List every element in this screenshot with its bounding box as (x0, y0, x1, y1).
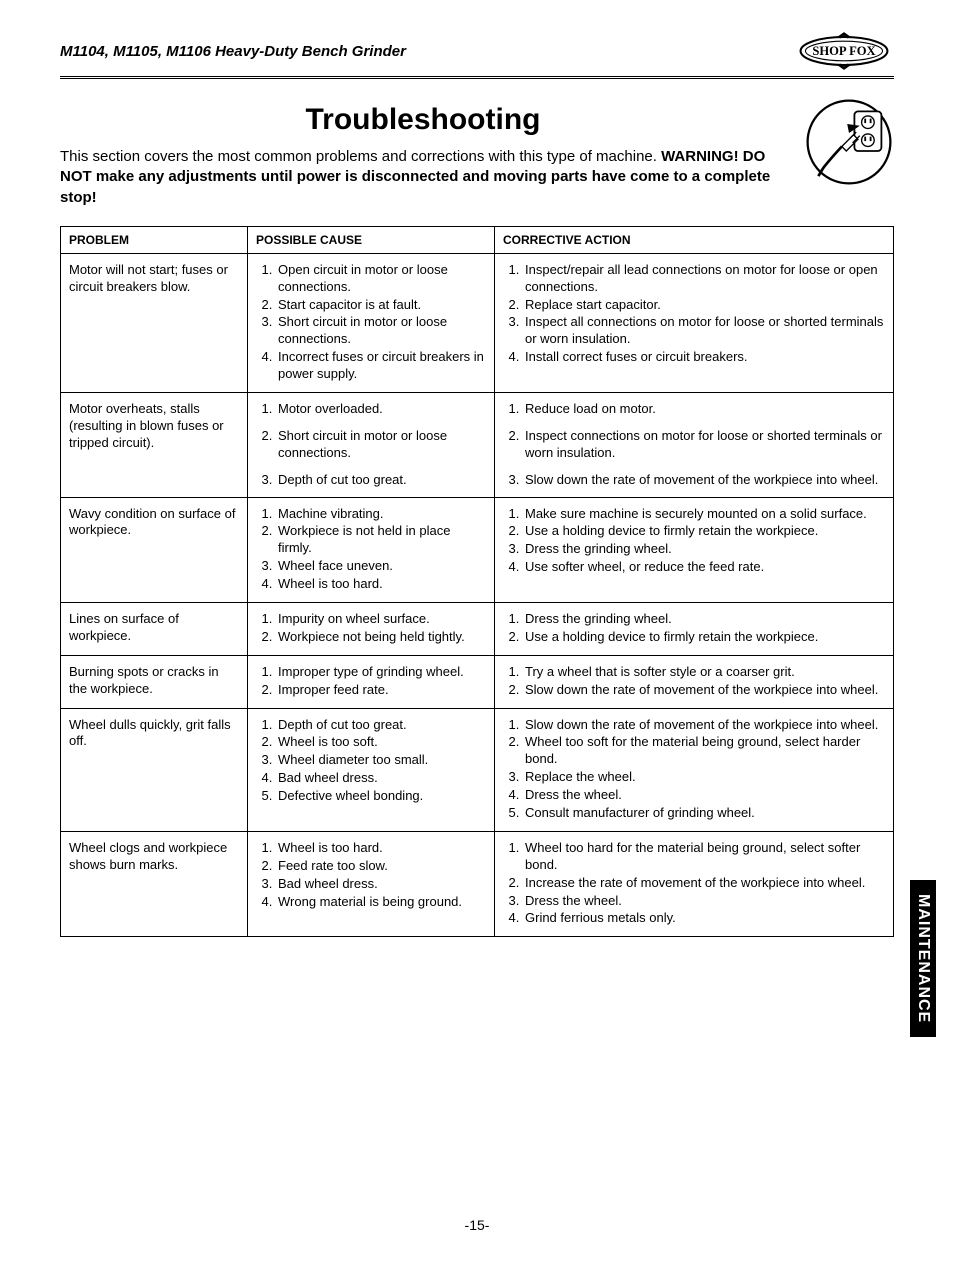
cause-item: Defective wheel bonding. (276, 788, 486, 805)
action-cell: Reduce load on motor. Inspect connections… (495, 392, 894, 497)
page: M1104, M1105, M1106 Heavy-Duty Bench Gri… (0, 0, 954, 1273)
cause-item: Wheel diameter too small. (276, 752, 486, 769)
cause-item: Start capacitor is at fault. (276, 297, 486, 314)
table-row: Wavy condition on surface of workpiece.M… (61, 497, 894, 602)
cause-cell: Motor overloaded. Short circuit in motor … (248, 392, 495, 497)
action-item: Slow down the rate of movement of the wo… (523, 717, 885, 734)
cause-item: Machine vibrating. (276, 506, 486, 523)
col-header-action: CORRECTIVE ACTION (495, 226, 894, 253)
action-cell: Slow down the rate of movement of the wo… (495, 708, 894, 831)
action-item: Replace the wheel. (523, 769, 885, 786)
action-item: Install correct fuses or circuit breaker… (523, 349, 885, 366)
table-row: Wheel dulls quickly, grit falls off.Dept… (61, 708, 894, 831)
cause-cell: Open circuit in motor or loose connectio… (248, 253, 495, 392)
action-item: Try a wheel that is softer style or a co… (523, 664, 885, 681)
action-item: Wheel too soft for the material being gr… (523, 734, 885, 768)
action-item: Inspect connections on motor for loose o… (523, 428, 885, 462)
action-item: Slow down the rate of movement of the wo… (523, 682, 885, 699)
cause-item: Incorrect fuses or circuit breakers in p… (276, 349, 486, 383)
problem-cell: Wheel dulls quickly, grit falls off. (61, 708, 248, 831)
doc-title: M1104, M1105, M1106 Heavy-Duty Bench Gri… (60, 43, 406, 60)
cause-item: Wheel face uneven. (276, 558, 486, 575)
table-row: Lines on surface of workpiece.Impurity o… (61, 603, 894, 656)
action-item: Use a holding device to firmly retain th… (523, 523, 885, 540)
cause-item: Wheel is too soft. (276, 734, 486, 751)
col-header-cause: POSSIBLE CAUSE (248, 226, 495, 253)
cause-item: Impurity on wheel surface. (276, 611, 486, 628)
table-row: Motor will not start; fuses or circuit b… (61, 253, 894, 392)
action-item: Use softer wheel, or reduce the feed rat… (523, 559, 885, 576)
col-header-problem: PROBLEM (61, 226, 248, 253)
action-item: Reduce load on motor. (523, 401, 885, 418)
cause-item: Improper type of grinding wheel. (276, 664, 486, 681)
page-title: Troubleshooting (60, 103, 786, 137)
action-item: Dress the grinding wheel. (523, 611, 885, 628)
action-item: Wheel too hard for the material being gr… (523, 840, 885, 874)
cause-item: Wrong material is being ground. (276, 894, 486, 911)
action-item: Dress the wheel. (523, 787, 885, 804)
intro-row: Troubleshooting This section covers the … (60, 97, 894, 226)
problem-cell: Wavy condition on surface of workpiece. (61, 497, 248, 602)
cause-item: Bad wheel dress. (276, 876, 486, 893)
intro-lead: This section covers the most common prob… (60, 148, 661, 165)
table-row: Wheel clogs and workpiece shows burn mar… (61, 831, 894, 936)
action-item: Dress the wheel. (523, 893, 885, 910)
action-item: Slow down the rate of movement of the wo… (523, 472, 885, 489)
table-row: Motor overheats, stalls (resulting in bl… (61, 392, 894, 497)
cause-item: Motor overloaded. (276, 401, 486, 418)
cause-item: Feed rate too slow. (276, 858, 486, 875)
action-item: Make sure machine is securely mounted on… (523, 506, 885, 523)
cause-item: Open circuit in motor or loose connectio… (276, 262, 486, 296)
section-tab: MAINTENANCE (910, 880, 936, 1037)
action-item: Inspect/repair all lead connections on m… (523, 262, 885, 296)
page-number: -15- (60, 1217, 894, 1233)
intro-text: This section covers the most common prob… (60, 147, 786, 208)
cause-item: Short circuit in motor or loose connecti… (276, 314, 486, 348)
action-item: Consult manufacturer of grinding wheel. (523, 805, 885, 822)
action-cell: Make sure machine is securely mounted on… (495, 497, 894, 602)
action-item: Grind ferrious metals only. (523, 910, 885, 927)
troubleshooting-table: PROBLEM POSSIBLE CAUSE CORRECTIVE ACTION… (60, 226, 894, 938)
action-item: Increase the rate of movement of the wor… (523, 875, 885, 892)
problem-cell: Motor will not start; fuses or circuit b… (61, 253, 248, 392)
cause-item: Improper feed rate. (276, 682, 486, 699)
problem-cell: Burning spots or cracks in the workpiece… (61, 655, 248, 708)
svg-text:SHOP FOX: SHOP FOX (812, 44, 875, 58)
action-item: Replace start capacitor. (523, 297, 885, 314)
cause-item: Bad wheel dress. (276, 770, 486, 787)
cause-item: Wheel is too hard. (276, 576, 486, 593)
table-row: Burning spots or cracks in the workpiece… (61, 655, 894, 708)
cause-cell: Impurity on wheel surface.Workpiece not … (248, 603, 495, 656)
problem-cell: Wheel clogs and workpiece shows burn mar… (61, 831, 248, 936)
action-item: Inspect all connections on motor for loo… (523, 314, 885, 348)
brand-logo-icon: SHOP FOX (794, 30, 894, 72)
action-item: Dress the grinding wheel. (523, 541, 885, 558)
cause-item: Depth of cut too great. (276, 717, 486, 734)
action-cell: Dress the grinding wheel.Use a holding d… (495, 603, 894, 656)
header: M1104, M1105, M1106 Heavy-Duty Bench Gri… (60, 30, 894, 79)
problem-cell: Motor overheats, stalls (resulting in bl… (61, 392, 248, 497)
problem-cell: Lines on surface of workpiece. (61, 603, 248, 656)
cause-cell: Wheel is too hard.Feed rate too slow.Bad… (248, 831, 495, 936)
cause-item: Wheel is too hard. (276, 840, 486, 857)
action-cell: Wheel too hard for the material being gr… (495, 831, 894, 936)
cause-item: Workpiece not being held tightly. (276, 629, 486, 646)
action-cell: Inspect/repair all lead connections on m… (495, 253, 894, 392)
cause-item: Short circuit in motor or loose connecti… (276, 428, 486, 462)
cause-item: Depth of cut too great. (276, 472, 486, 489)
cause-cell: Machine vibrating.Workpiece is not held … (248, 497, 495, 602)
cause-item: Workpiece is not held in place firmly. (276, 523, 486, 557)
unplug-outlet-icon (804, 97, 894, 187)
action-cell: Try a wheel that is softer style or a co… (495, 655, 894, 708)
action-item: Use a holding device to firmly retain th… (523, 629, 885, 646)
cause-cell: Depth of cut too great.Wheel is too soft… (248, 708, 495, 831)
cause-cell: Improper type of grinding wheel.Improper… (248, 655, 495, 708)
